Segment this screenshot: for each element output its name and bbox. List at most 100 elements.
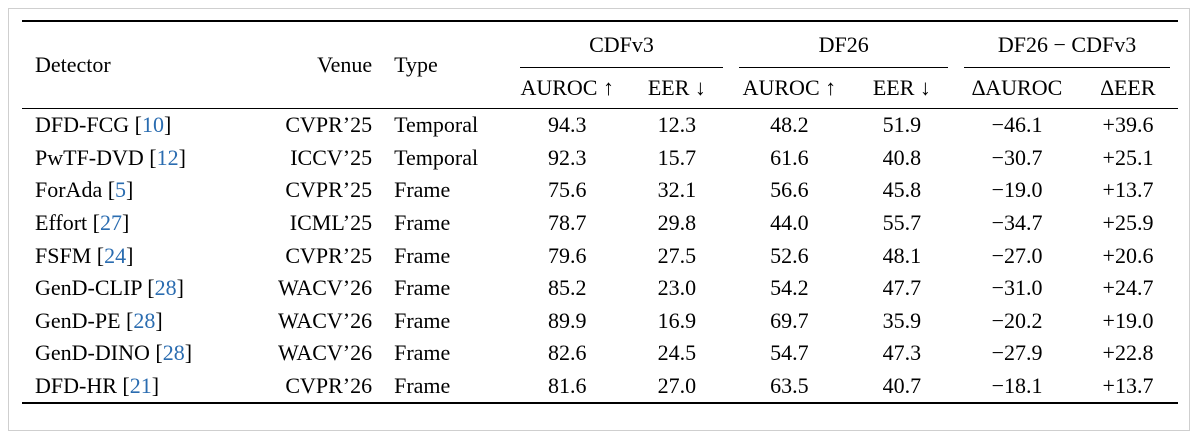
type-cell: Temporal	[394, 144, 479, 170]
df26-eer-cell: 47.3	[882, 340, 922, 366]
citation-link[interactable]: 28	[162, 340, 185, 366]
venue-cell: ICCV’25	[290, 144, 373, 170]
cdfv3-eer-cell: 27.5	[657, 242, 697, 268]
detector-cell: DFD-HR [21]	[35, 373, 160, 399]
citation-link[interactable]: 10	[141, 112, 164, 138]
delta-eer-cell: +24.7	[1102, 275, 1154, 301]
df26-eer-cell: 45.8	[882, 177, 922, 203]
results-table: Detector Venue Type CDFv3 DF26 DF26 − CD…	[22, 20, 1178, 404]
df26-eer-cell: 51.9	[847, 107, 957, 142]
citation-link[interactable]: 5	[115, 177, 127, 203]
header-delta-auroc: ∆AUROC	[971, 75, 1063, 100]
df26-auroc-cell: 44.0	[770, 210, 809, 236]
citation-link[interactable]: 21	[129, 373, 152, 399]
cdfv3-auroc-cell: 79.6	[547, 242, 587, 268]
delta-eer-cell: +13.7	[1102, 177, 1154, 203]
detector-cell: ForAda [5]	[35, 177, 134, 203]
citation-link[interactable]: 28	[133, 307, 156, 333]
df26-eer-cell: 48.1	[882, 242, 922, 268]
cdfv3-auroc-cell: 81.6	[547, 373, 587, 399]
table-row: DFD-HR [21] CVPR’26 Frame 81.6 27.0 63.5…	[22, 370, 1178, 404]
venue-cell: ICML’25	[289, 210, 373, 236]
cdfv3-eer-cell: 24.5	[657, 340, 697, 366]
cdfv3-eer-cell: 32.1	[657, 177, 697, 203]
delta-auroc-cell: −27.9	[991, 340, 1043, 366]
detector-cell: PwTF-DVD [12]	[35, 144, 186, 170]
header-group-delta: DF26 − CDFv3	[956, 21, 1178, 68]
header-venue: Venue	[317, 52, 373, 77]
header-type: Type	[394, 52, 438, 77]
header-cdfv3-eer: EER ↓	[647, 75, 706, 100]
type-cell: Frame	[394, 177, 451, 203]
detector-cell: GenD-DINO [28]	[35, 340, 193, 366]
citation-link[interactable]: 12	[156, 144, 179, 170]
detector-cell: GenD-CLIP [28]	[35, 275, 184, 301]
cdfv3-eer-cell: 27.0	[657, 373, 697, 399]
citation-link[interactable]: 24	[104, 242, 127, 268]
delta-auroc-cell: −31.0	[991, 275, 1043, 301]
cdfv3-auroc-cell: 85.2	[547, 275, 587, 301]
df26-auroc-cell: 48.2	[731, 107, 848, 142]
delta-eer-cell: +22.8	[1102, 340, 1154, 366]
delta-eer-cell: +19.0	[1102, 307, 1154, 333]
type-cell: Frame	[394, 307, 451, 333]
venue-cell: CVPR’25	[285, 242, 373, 268]
df26-auroc-cell: 61.6	[770, 144, 809, 170]
table-row: PwTF-DVD [12] ICCV’25 Temporal 92.3 15.7…	[22, 142, 1178, 175]
venue-cell: WACV’26	[278, 275, 373, 301]
header-group-df26: DF26	[731, 21, 956, 68]
df26-auroc-cell: 56.6	[770, 177, 809, 203]
venue-cell: CVPR’25	[236, 107, 373, 142]
type-cell: Frame	[394, 373, 451, 399]
type-cell: Frame	[394, 275, 451, 301]
delta-auroc-cell: −20.2	[991, 307, 1043, 333]
header-cdfv3-auroc: AUROC ↑	[520, 75, 614, 100]
cdfv3-eer-cell: 15.7	[657, 144, 697, 170]
detector-cell: DFD-FCG [10]	[22, 107, 237, 142]
type-cell: Frame	[394, 340, 451, 366]
cdfv3-eer-cell: 12.3	[622, 107, 732, 142]
delta-eer-cell: +39.6	[1077, 107, 1178, 142]
delta-auroc-cell: −18.1	[991, 373, 1043, 399]
cdfv3-eer-cell: 16.9	[657, 307, 697, 333]
delta-eer-cell: +13.7	[1102, 373, 1154, 399]
delta-auroc-cell: −30.7	[991, 144, 1043, 170]
table-row: DFD-FCG [10] CVPR’25 Temporal 94.3 12.3 …	[22, 107, 1178, 142]
cdfv3-auroc-cell: 78.7	[547, 210, 587, 236]
df26-eer-cell: 40.7	[882, 373, 922, 399]
cdfv3-eer-cell: 23.0	[657, 275, 697, 301]
table-row: Effort [27] ICML’25 Frame 78.7 29.8 44.0…	[22, 207, 1178, 240]
venue-cell: WACV’26	[278, 340, 373, 366]
detector-cell: GenD-PE [28]	[35, 307, 163, 333]
venue-cell: CVPR’26	[285, 373, 373, 399]
table-row: FSFM [24] CVPR’25 Frame 79.6 27.5 52.6 4…	[22, 239, 1178, 272]
delta-auroc-cell: −46.1	[956, 107, 1078, 142]
citation-link[interactable]: 28	[154, 275, 177, 301]
df26-auroc-cell: 54.2	[770, 275, 809, 301]
df26-auroc-cell: 63.5	[770, 373, 809, 399]
venue-cell: WACV’26	[278, 307, 373, 333]
delta-auroc-cell: −34.7	[991, 210, 1043, 236]
type-cell: Frame	[394, 242, 451, 268]
df26-auroc-cell: 54.7	[770, 340, 809, 366]
cdfv3-auroc-cell: 94.3	[511, 107, 623, 142]
df26-auroc-cell: 69.7	[770, 307, 809, 333]
table-row: GenD-PE [28] WACV’26 Frame 89.9 16.9 69.…	[22, 305, 1178, 338]
header-df26-auroc: AUROC ↑	[742, 75, 837, 100]
cdfv3-auroc-cell: 75.6	[547, 177, 587, 203]
figure-frame	[8, 8, 1190, 431]
header-detector: Detector	[35, 52, 111, 77]
cdfv3-eer-cell: 29.8	[657, 210, 697, 236]
table-row: GenD-DINO [28] WACV’26 Frame 82.6 24.5 5…	[22, 337, 1178, 370]
df26-auroc-cell: 52.6	[770, 242, 809, 268]
cdfv3-auroc-cell: 82.6	[547, 340, 587, 366]
type-cell: Frame	[394, 210, 451, 236]
delta-eer-cell: +25.1	[1102, 144, 1154, 170]
cdfv3-auroc-cell: 92.3	[547, 144, 587, 170]
venue-cell: CVPR’25	[285, 177, 373, 203]
type-cell: Temporal	[372, 107, 512, 142]
delta-eer-cell: +25.9	[1102, 210, 1154, 236]
citation-link[interactable]: 27	[99, 210, 122, 236]
header-delta-eer: ∆EER	[1100, 75, 1156, 100]
table-row: ForAda [5] CVPR’25 Frame 75.6 32.1 56.6 …	[22, 174, 1178, 207]
